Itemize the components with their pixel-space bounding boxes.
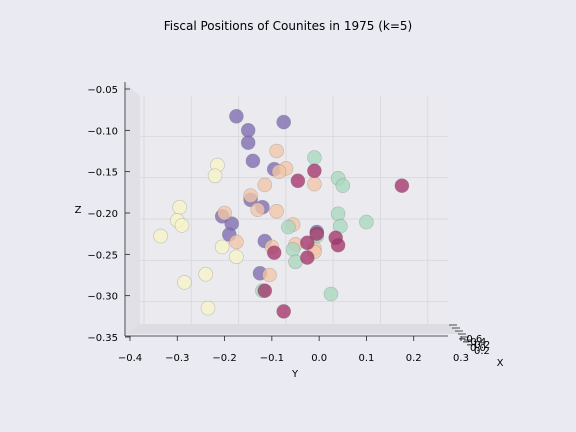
data-point-s3-3 <box>309 226 325 241</box>
data-point-s3-1 <box>307 163 322 179</box>
x-tick-label-0: −0.6 <box>458 334 482 345</box>
x-tick-label-4: 0.2 <box>474 346 490 357</box>
data-point-s1-14 <box>262 267 277 283</box>
data-point-s3-2 <box>290 173 306 189</box>
y-tick-label-3: −0.1 <box>260 353 284 364</box>
data-point-s2-2 <box>335 178 351 193</box>
x-ticks: −0.6−0.4−0.20.00.2 <box>449 324 490 357</box>
y-axis-label: Y <box>291 369 299 380</box>
z-axis-label: Z <box>75 205 82 216</box>
y-tick-label-7: 0.3 <box>453 353 469 364</box>
data-point-s4-6 <box>214 239 230 255</box>
data-point-s4-1 <box>207 168 223 184</box>
data-point-s0-4 <box>245 153 261 169</box>
back-pane <box>140 96 448 324</box>
z-tick-label-4: −0.25 <box>87 250 118 261</box>
data-point-s3-10 <box>276 304 292 319</box>
data-point-s1-2 <box>271 164 287 179</box>
data-point-s2-4 <box>359 214 374 230</box>
data-point-s4-10 <box>200 300 216 316</box>
x-tick-label-3: 0.0 <box>470 343 486 354</box>
data-point-s0-3 <box>240 135 256 150</box>
data-point-s4-8 <box>198 266 213 282</box>
data-point-s0-2 <box>240 123 256 138</box>
data-point-s2-8 <box>285 242 301 257</box>
x-axis-label: X <box>497 358 504 369</box>
left-pane <box>126 84 140 334</box>
data-point-s4-2 <box>172 199 187 215</box>
z-tick-label-0: −0.05 <box>87 85 118 96</box>
data-point-s3-0 <box>394 178 410 193</box>
data-point-s3-9 <box>257 283 273 299</box>
x-tick-label-2: −0.2 <box>466 340 490 351</box>
data-point-s1-9 <box>229 234 244 250</box>
floor-pane <box>126 324 462 334</box>
data-point-s1-5 <box>250 202 266 217</box>
data-point-s0-0 <box>229 109 244 124</box>
data-point-s3-6 <box>330 237 346 253</box>
data-point-s1-7 <box>269 204 284 219</box>
data-point-s4-7 <box>229 249 244 265</box>
y-tick-label-0: −0.4 <box>118 353 142 364</box>
chart-title: Fiscal Positions of Counites in 1975 (k=… <box>164 19 412 33</box>
y-tick-label-6: 0.2 <box>406 353 422 364</box>
data-point-s1-4 <box>243 188 258 203</box>
y-tick-label-4: 0.0 <box>311 353 327 364</box>
z-tick-label-2: −0.15 <box>87 168 118 179</box>
z-tick-label-5: −0.30 <box>87 292 118 303</box>
y-tick-label-5: 0.1 <box>358 353 374 364</box>
y-tick-label-2: −0.2 <box>212 353 236 364</box>
data-point-s0-1 <box>276 114 292 130</box>
y-tick-label-1: −0.3 <box>165 353 189 364</box>
z-ticks: −0.05 −0.10 −0.15 −0.20 −0.25 −0.30 −0.35 <box>87 85 130 344</box>
data-point-s3-7 <box>266 245 282 260</box>
data-point-s2-0 <box>307 150 322 165</box>
data-point-s3-8 <box>299 250 315 265</box>
data-point-s4-4 <box>174 218 190 233</box>
data-point-s1-15 <box>307 176 322 192</box>
data-point-s4-5 <box>153 228 168 244</box>
data-point-s1-6 <box>217 205 232 221</box>
z-tick-label-1: −0.10 <box>87 126 118 137</box>
data-point-s3-5 <box>299 235 315 251</box>
z-tick-label-6: −0.35 <box>87 333 118 344</box>
x-tick-label-1: −0.4 <box>462 337 486 348</box>
z-tick-label-3: −0.20 <box>87 209 118 220</box>
data-point-s2-11 <box>323 286 339 302</box>
data-point-s2-3 <box>330 206 346 222</box>
data-point-s2-6 <box>281 219 296 235</box>
data-point-s4-9 <box>177 275 192 290</box>
data-points <box>153 109 410 319</box>
data-point-s1-0 <box>269 143 284 159</box>
data-point-s1-3 <box>257 177 273 193</box>
y-ticks: −0.4 −0.3 −0.2 −0.1 0.0 0.1 0.2 0.3 <box>118 336 469 364</box>
